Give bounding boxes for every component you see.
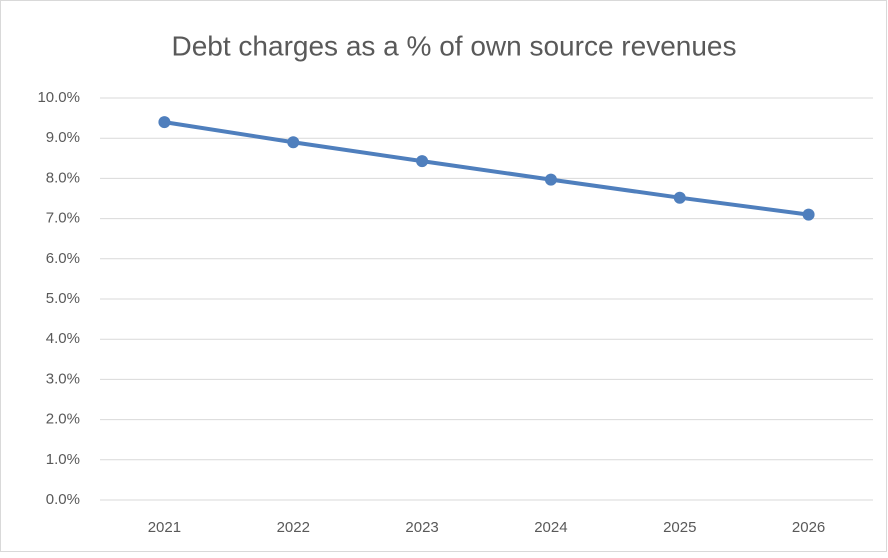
data-point (544, 173, 557, 186)
x-tick-label: 2021 (148, 519, 181, 536)
y-tick-label: 0.0% (46, 491, 80, 508)
x-tick-label: 2026 (792, 519, 825, 536)
y-tick-label: 7.0% (46, 210, 80, 227)
y-tick-label: 1.0% (46, 451, 80, 468)
y-tick-label: 2.0% (46, 411, 80, 428)
y-tick-label: 4.0% (46, 330, 80, 347)
y-tick-label: 10.0% (37, 89, 80, 106)
y-tick-label: 3.0% (46, 370, 80, 387)
x-tick-label: 2024 (534, 519, 567, 536)
data-point (416, 155, 429, 168)
y-tick-label: 9.0% (46, 129, 80, 146)
x-tick-label: 2022 (277, 519, 310, 536)
y-tick-label: 5.0% (46, 290, 80, 307)
data-point (802, 208, 815, 221)
data-point (287, 136, 300, 149)
data-point (673, 191, 686, 204)
x-tick-label: 2025 (663, 519, 696, 536)
data-point (158, 116, 171, 129)
y-tick-label: 6.0% (46, 250, 80, 267)
x-tick-label: 2023 (405, 519, 438, 536)
data-line (164, 120, 809, 217)
y-tick-label: 8.0% (46, 169, 80, 186)
chart-title: Debt charges as a % of own source revenu… (172, 30, 737, 61)
